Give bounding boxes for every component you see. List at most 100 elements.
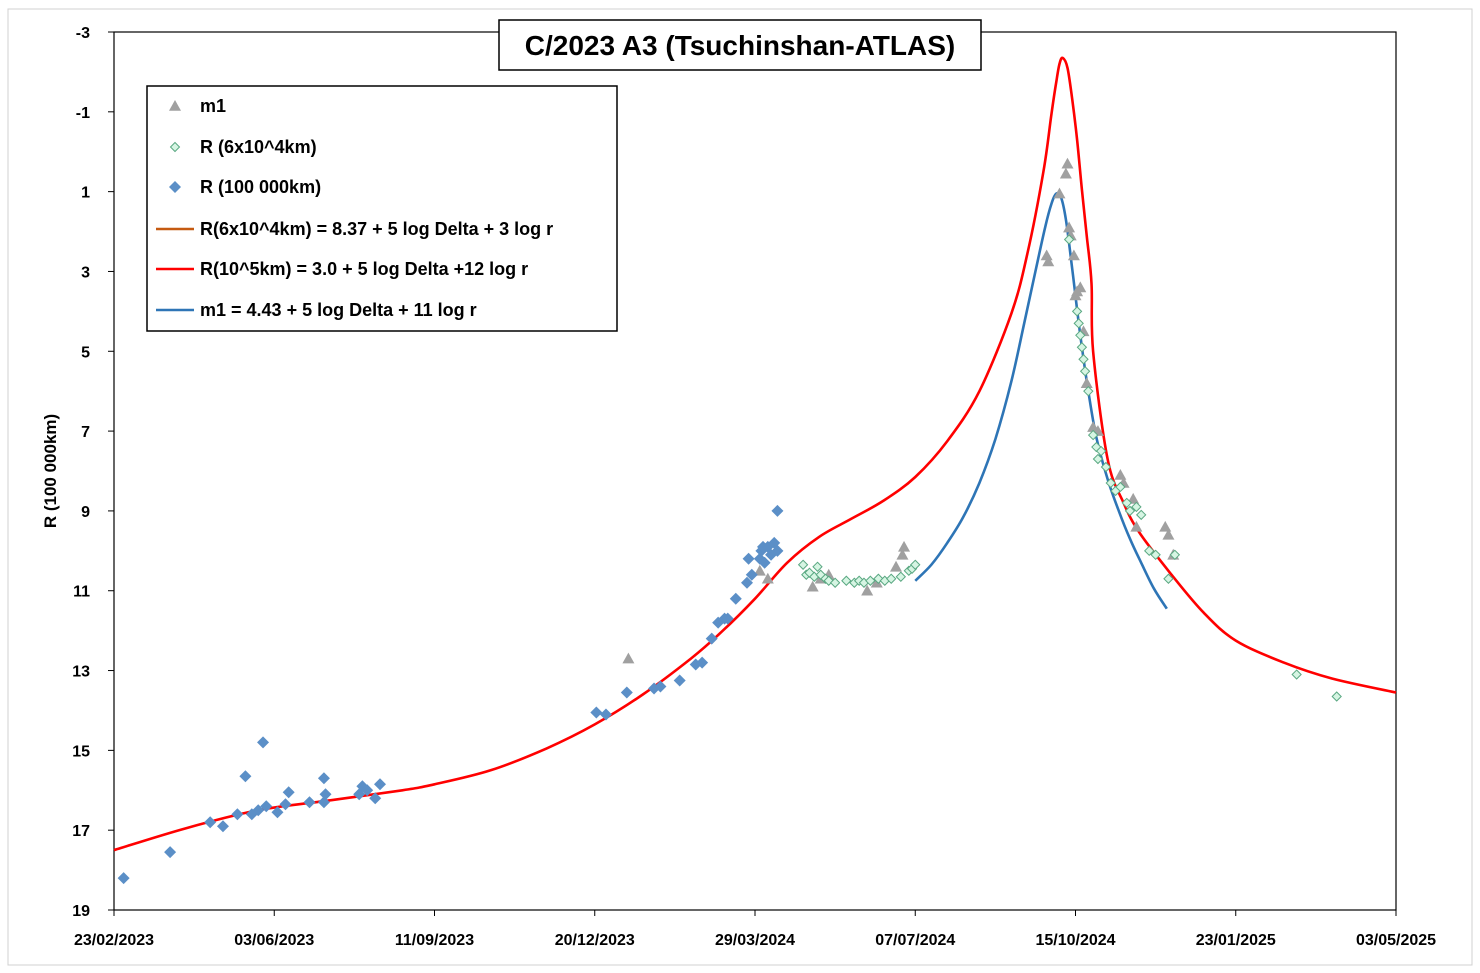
x-tick-label: 23/01/2025 xyxy=(1196,932,1276,949)
data-points xyxy=(117,157,1342,885)
m1-point xyxy=(761,572,774,584)
r100-point xyxy=(369,792,382,805)
r100-point xyxy=(673,674,686,687)
m1-point xyxy=(806,580,819,592)
r60-point xyxy=(1076,342,1088,353)
r100-point xyxy=(620,686,633,699)
r60-point xyxy=(1169,549,1181,561)
y-tick-label: 19 xyxy=(72,903,90,920)
r100-point xyxy=(204,816,217,829)
x-tick-label: 20/12/2023 xyxy=(555,932,635,949)
m1-point xyxy=(898,540,911,552)
chart-title: C/2023 A3 (Tsuchinshan-ATLAS) xyxy=(525,30,955,61)
r60-point xyxy=(1150,549,1161,561)
r60-point xyxy=(1063,234,1075,245)
r60-point xyxy=(895,571,907,582)
y-tick-label: -1 xyxy=(76,105,90,122)
r100-point xyxy=(231,808,244,821)
r60-point xyxy=(865,575,876,586)
legend-entry-label: m1 xyxy=(200,96,226,116)
r100-point xyxy=(742,552,755,565)
m1-point xyxy=(1053,187,1066,199)
y-axis-label: R (100 000km) xyxy=(41,414,60,528)
legend-entry-label: R(6x10^4km) = 8.37 + 5 log Delta + 3 log… xyxy=(200,219,553,239)
r60-point xyxy=(1331,691,1342,702)
r100-point xyxy=(361,784,374,797)
r60-point xyxy=(1124,505,1136,517)
r100-point xyxy=(216,820,229,833)
r100-point xyxy=(271,806,284,819)
m1-point xyxy=(1159,520,1172,532)
y-tick-label: 15 xyxy=(72,743,90,760)
m1-point xyxy=(1127,492,1140,504)
r60-point xyxy=(1075,330,1086,341)
r100-point xyxy=(771,504,784,517)
legend-entry-label: R (100 000km) xyxy=(200,177,321,197)
r60-point xyxy=(1092,453,1104,465)
chart-title-frame xyxy=(498,19,982,71)
r100-point xyxy=(696,656,709,669)
r60-point xyxy=(1078,354,1089,365)
r60-point xyxy=(1083,385,1094,397)
x-axis: 23/02/2023 03/06/2023 11/09/2023 20/12/2023… xyxy=(74,910,1436,949)
r100-point xyxy=(319,788,332,801)
r100-point xyxy=(758,556,771,569)
y-tick-label: 7 xyxy=(81,424,90,441)
r100-point xyxy=(599,708,612,721)
x-tick-label: 07/07/2024 xyxy=(875,932,955,949)
r100-point xyxy=(374,778,387,791)
y-tick-label: 3 xyxy=(81,264,90,281)
r100-point xyxy=(654,680,667,693)
y-tick-label: 11 xyxy=(73,584,90,601)
r60-point xyxy=(829,577,841,588)
r60-point xyxy=(812,561,823,572)
x-tick-label: 03/06/2023 xyxy=(234,932,314,949)
m1-point xyxy=(1063,221,1076,233)
r100-point xyxy=(590,706,603,719)
x-tick-label: 23/02/2023 xyxy=(74,932,154,949)
r100-point xyxy=(279,798,292,811)
r60-point xyxy=(1144,545,1155,557)
y-tick-label: 17 xyxy=(72,823,90,840)
m1-point xyxy=(1067,249,1080,261)
m1-point xyxy=(1042,255,1055,267)
m1-point xyxy=(1162,528,1175,540)
r100-point xyxy=(257,736,270,749)
r60-point xyxy=(910,559,921,570)
r100-point xyxy=(164,846,177,859)
legend-r60-marker xyxy=(169,141,181,153)
m1-point xyxy=(169,100,181,111)
y-tick-label: 1 xyxy=(81,185,90,202)
legend-frame xyxy=(146,85,618,332)
y-tick-label: 13 xyxy=(72,664,90,681)
r60-point xyxy=(1071,306,1083,317)
r60-point xyxy=(1073,318,1084,329)
m1-point xyxy=(1040,249,1053,261)
r100-point xyxy=(117,872,130,885)
m1-point xyxy=(861,584,874,596)
r60-point xyxy=(1121,497,1132,509)
r60-point xyxy=(1100,461,1112,473)
y-tick-label: 9 xyxy=(81,504,90,521)
r60-point xyxy=(1105,477,1116,489)
legend-entry-label: R (6x10^4km) xyxy=(200,137,317,157)
r60-point xyxy=(1087,429,1099,441)
r60-point xyxy=(1135,509,1147,521)
r100-point xyxy=(303,796,316,809)
x-tick-label: 03/05/2025 xyxy=(1356,932,1436,949)
x-tick-label: 11/09/2023 xyxy=(395,932,474,949)
m1-point xyxy=(1130,520,1143,532)
r60-point xyxy=(1131,501,1142,513)
m1-point xyxy=(890,560,903,572)
r100-point xyxy=(729,592,742,605)
r100-point xyxy=(317,796,330,809)
legend-entry-label: m1 = 4.43 + 5 log Delta + 11 log r xyxy=(200,300,477,320)
m1-point xyxy=(1080,377,1093,388)
r100-point xyxy=(260,800,273,813)
r60-point xyxy=(841,575,852,586)
r60-point xyxy=(886,573,897,584)
r60-point xyxy=(1095,445,1107,457)
x-tick-label: 29/03/2024 xyxy=(715,932,795,949)
